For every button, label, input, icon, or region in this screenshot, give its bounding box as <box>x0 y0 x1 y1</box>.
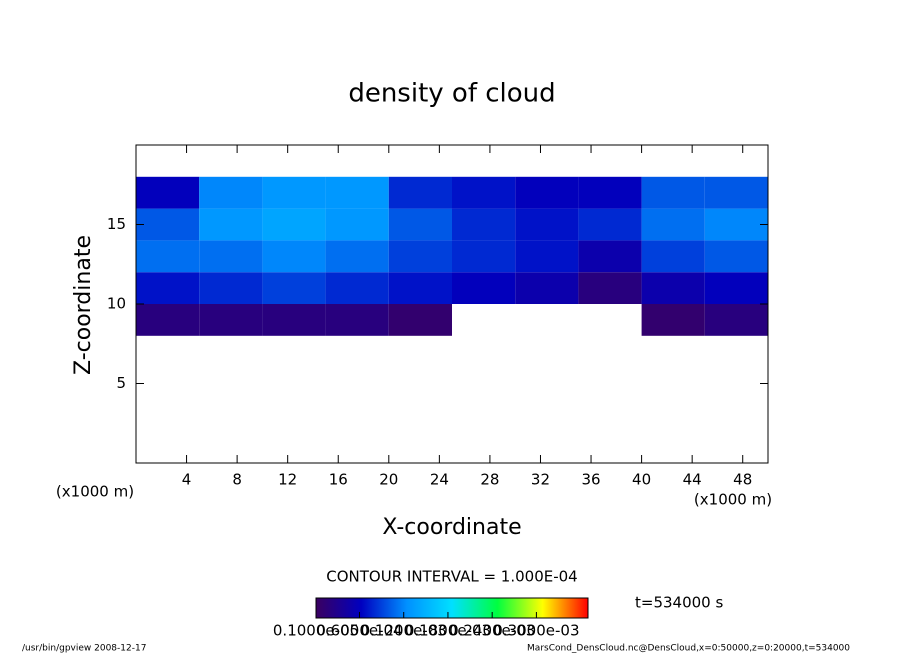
heat-cell <box>704 208 768 241</box>
heat-cell <box>199 240 263 273</box>
x-tick-label: 8 <box>232 471 242 489</box>
heat-cell <box>325 208 389 241</box>
x-tick-label: 16 <box>329 471 348 489</box>
footer-right: MarsCond_DensCloud.nc@DensCloud,x=0:5000… <box>527 644 850 654</box>
heat-cell <box>388 240 452 273</box>
heat-cell <box>136 208 200 241</box>
heat-cell <box>388 208 452 241</box>
heat-cell <box>325 240 389 273</box>
x-tick-label: 32 <box>531 471 550 489</box>
x-tick-label: 20 <box>379 471 398 489</box>
x-tick-label: 12 <box>278 471 297 489</box>
x-tick-label: 40 <box>632 471 651 489</box>
time-label: t=534000 s <box>635 594 723 612</box>
heat-cell <box>578 272 642 304</box>
heat-cell <box>262 272 326 304</box>
x-tick-label: 48 <box>733 471 752 489</box>
y-tick-label: 5 <box>116 374 126 392</box>
colorbar-tick-label: 0.1200e-03 <box>361 622 447 640</box>
heat-cell <box>325 304 389 336</box>
heat-cell <box>136 304 200 336</box>
x-unit-label: (x1000 m) <box>694 491 772 509</box>
footer-left: /usr/bin/gpview 2008-12-17 <box>22 644 146 654</box>
contour-note: CONTOUR INTERVAL = 1.000E-04 <box>326 568 577 586</box>
heat-cell <box>515 272 579 304</box>
colorbar-tick-label: 0.3000e-03 <box>493 622 579 640</box>
heat-cell <box>199 176 263 209</box>
heat-cell <box>704 240 768 273</box>
x-tick-label: 28 <box>480 471 499 489</box>
x-axis-label: X-coordinate <box>382 515 521 540</box>
chart-title: density of cloud <box>348 79 555 109</box>
colorbar-tick-label: 0.2400e-03 <box>449 622 535 640</box>
heat-cell <box>578 208 642 241</box>
heat-cell <box>452 208 516 241</box>
x-tick-label: 36 <box>581 471 600 489</box>
heat-cell <box>388 176 452 209</box>
heat-cell <box>641 272 705 304</box>
heat-cell <box>136 240 200 273</box>
heat-cell <box>388 304 452 336</box>
heat-cell <box>515 240 579 273</box>
y-unit-label: (x1000 m) <box>56 483 134 501</box>
heat-cell <box>704 272 768 304</box>
heat-cell <box>704 304 768 336</box>
colorbar <box>315 597 589 619</box>
colorbar-tick-label: 0.1800e-03 <box>405 622 491 640</box>
heat-cell <box>325 272 389 304</box>
colorbar-tick-label: 0.1000e-05 <box>273 622 359 640</box>
x-tick-label: 44 <box>683 471 702 489</box>
heat-cell <box>578 176 642 209</box>
colorbar-tick-label: 0.6000e-04 <box>316 622 402 640</box>
heat-cell <box>199 272 263 304</box>
heat-cell <box>704 176 768 209</box>
x-tick-label: 24 <box>430 471 449 489</box>
y-tick-label: 15 <box>107 215 126 233</box>
heat-cell <box>641 208 705 241</box>
heat-cell <box>578 240 642 273</box>
heat-cell <box>388 272 452 304</box>
heat-cell <box>641 176 705 209</box>
heat-cell <box>262 208 326 241</box>
heat-cell <box>452 176 516 209</box>
heat-cell <box>515 208 579 241</box>
y-tick-label: 10 <box>107 295 126 313</box>
heat-cell <box>641 304 705 336</box>
heat-cell <box>262 240 326 273</box>
heat-cell <box>262 176 326 209</box>
heat-cell <box>325 176 389 209</box>
y-axis-label: Z-coordinate <box>71 235 96 375</box>
heat-cell <box>199 208 263 241</box>
x-tick-label: 4 <box>182 471 192 489</box>
heat-cell <box>262 304 326 336</box>
heat-cell <box>136 176 200 209</box>
heat-cell <box>136 272 200 304</box>
heat-cell <box>452 240 516 273</box>
heat-cell <box>199 304 263 336</box>
heat-cell <box>452 272 516 304</box>
heat-cell <box>641 240 705 273</box>
heat-cell <box>515 176 579 209</box>
